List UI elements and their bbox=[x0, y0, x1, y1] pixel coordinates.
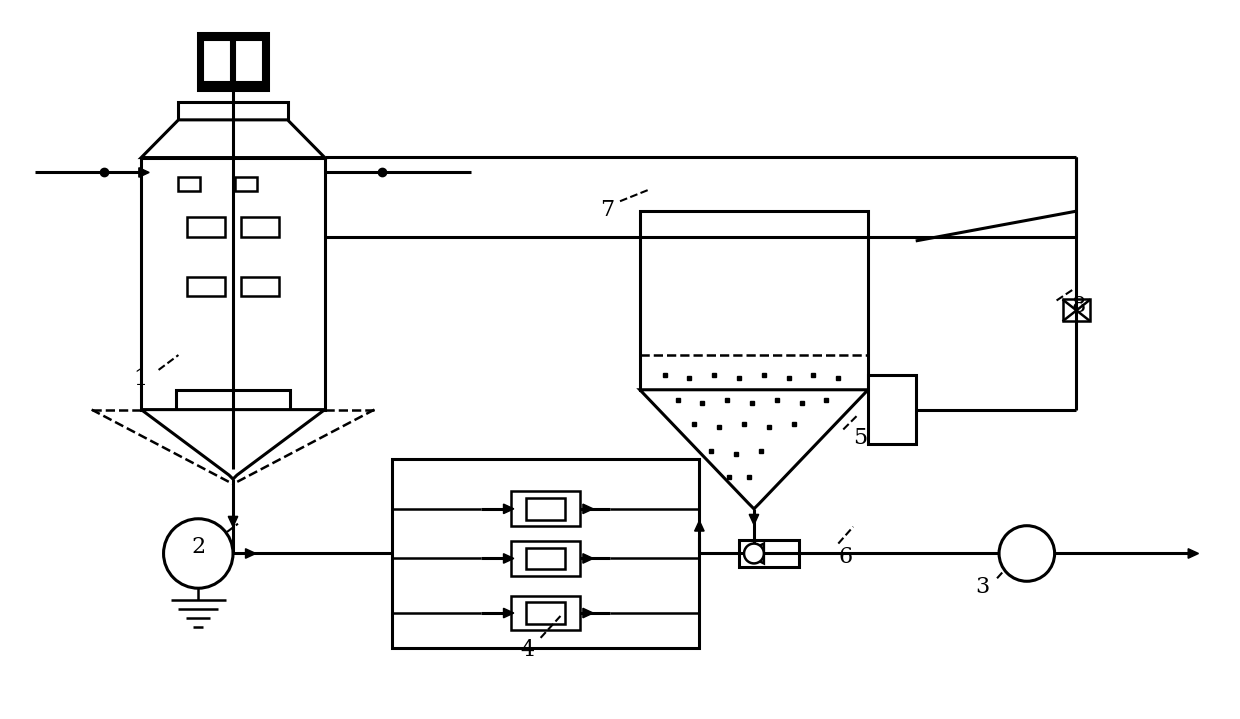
Polygon shape bbox=[503, 504, 513, 513]
Bar bbox=[198, 32, 268, 90]
Polygon shape bbox=[583, 554, 593, 563]
Bar bbox=[526, 498, 565, 520]
Bar bbox=[179, 102, 288, 120]
Bar bbox=[392, 459, 699, 648]
Polygon shape bbox=[503, 608, 513, 618]
Bar bbox=[241, 217, 279, 237]
Text: 5: 5 bbox=[853, 427, 867, 449]
Polygon shape bbox=[583, 504, 593, 513]
Bar bbox=[179, 178, 201, 191]
Bar bbox=[526, 602, 565, 624]
Circle shape bbox=[164, 519, 233, 588]
Bar bbox=[1004, 539, 1027, 567]
Bar bbox=[511, 595, 580, 631]
Circle shape bbox=[999, 526, 1054, 581]
Polygon shape bbox=[228, 516, 238, 527]
Polygon shape bbox=[640, 390, 868, 509]
Text: 3: 3 bbox=[975, 576, 990, 598]
Polygon shape bbox=[141, 410, 325, 479]
Bar bbox=[236, 178, 257, 191]
Bar bbox=[868, 375, 915, 444]
Bar bbox=[511, 492, 580, 526]
Polygon shape bbox=[694, 521, 704, 531]
Bar bbox=[187, 217, 226, 237]
Text: 1: 1 bbox=[134, 368, 148, 390]
Text: 6: 6 bbox=[838, 546, 852, 569]
Bar bbox=[141, 157, 325, 410]
Polygon shape bbox=[246, 549, 255, 558]
Bar bbox=[203, 40, 231, 82]
Polygon shape bbox=[141, 120, 325, 157]
Text: 4: 4 bbox=[521, 638, 534, 661]
Bar bbox=[640, 211, 868, 390]
Bar bbox=[187, 277, 226, 296]
Polygon shape bbox=[503, 554, 513, 563]
Bar bbox=[176, 390, 290, 410]
Bar bbox=[739, 539, 799, 567]
Text: 2: 2 bbox=[191, 536, 206, 559]
Polygon shape bbox=[749, 514, 759, 525]
Text: 8: 8 bbox=[1071, 296, 1086, 317]
Bar bbox=[511, 541, 580, 576]
Polygon shape bbox=[1188, 549, 1199, 558]
Bar bbox=[526, 548, 565, 569]
Polygon shape bbox=[744, 544, 764, 564]
Polygon shape bbox=[139, 168, 149, 177]
Bar bbox=[236, 40, 263, 82]
Polygon shape bbox=[583, 608, 593, 618]
Text: 7: 7 bbox=[600, 199, 614, 221]
Circle shape bbox=[744, 544, 764, 564]
Bar bbox=[241, 277, 279, 296]
Bar bbox=[1063, 300, 1090, 321]
